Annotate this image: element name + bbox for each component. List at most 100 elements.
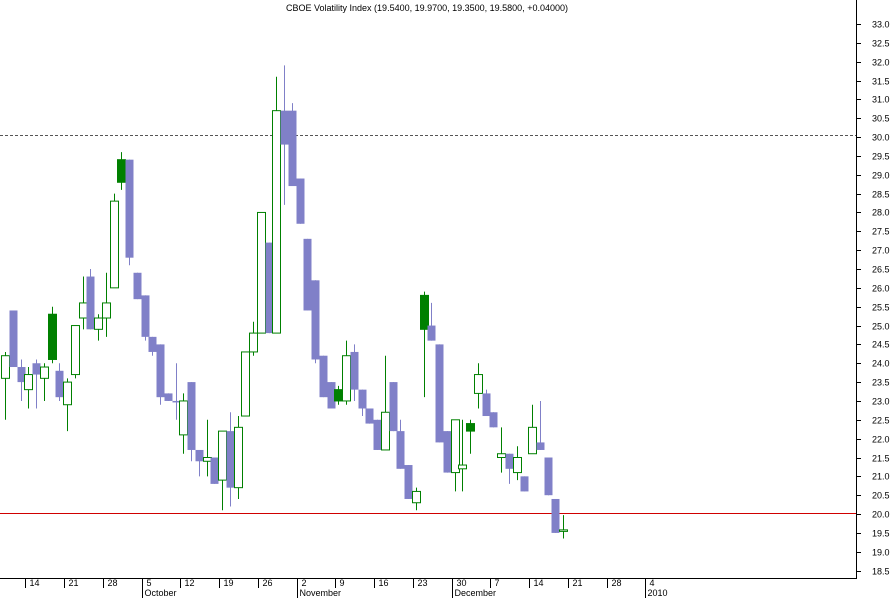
x-tick-label: 19 [224, 578, 234, 588]
candle [226, 412, 235, 507]
candle-body [443, 431, 452, 473]
candle-body [63, 381, 72, 406]
candle-body [24, 374, 33, 391]
candle [257, 211, 266, 334]
candle [48, 306, 57, 364]
candle [350, 344, 359, 401]
candle-body [249, 332, 258, 353]
candle [319, 355, 328, 398]
candle [412, 487, 421, 511]
candle-body [133, 272, 142, 300]
y-tick-label: 31.0 [872, 95, 890, 105]
y-tick-label: 24.0 [872, 359, 890, 369]
candle [482, 389, 491, 417]
x-tick-label: 2 [302, 578, 307, 588]
y-tick-label: 28.5 [872, 190, 890, 200]
candle-body [466, 423, 475, 432]
y-tick-label: 27.5 [872, 227, 890, 237]
month-label: October [145, 588, 177, 598]
x-tick-label: 12 [185, 578, 195, 588]
candle [474, 363, 483, 409]
x-tick-label: 23 [418, 578, 428, 588]
candle-body [334, 389, 343, 402]
candle [110, 193, 119, 289]
candle [86, 269, 95, 330]
candle-body [141, 295, 150, 337]
candle-body [40, 366, 49, 379]
candle [17, 359, 26, 401]
candle [187, 382, 196, 462]
candle [311, 280, 320, 364]
candle-body [164, 393, 173, 401]
candle [32, 359, 41, 409]
y-tick-label: 26.5 [872, 265, 890, 275]
candle-body [48, 313, 57, 360]
candle [451, 419, 460, 492]
candle [141, 295, 150, 341]
candle-body [327, 382, 336, 409]
x-tick-label: 16 [379, 578, 389, 588]
candle-body [458, 464, 467, 470]
candle-body [451, 419, 460, 474]
candle-body [559, 529, 568, 532]
candle [241, 351, 250, 417]
y-tick-label: 30.0 [872, 133, 890, 143]
candle-body [172, 400, 181, 403]
candle [71, 325, 80, 379]
candle-body [365, 408, 374, 424]
candle [133, 272, 142, 300]
candle [528, 404, 537, 455]
candle-body [551, 498, 560, 533]
y-tick-label: 19.0 [872, 548, 890, 558]
y-tick-label: 18.5 [872, 567, 890, 577]
candle [443, 431, 452, 473]
y-tick-label: 30.5 [872, 114, 890, 124]
candle-body [497, 453, 506, 459]
candle-body [234, 426, 243, 489]
candle [55, 363, 64, 401]
candle [458, 419, 467, 492]
x-tick-label: 26 [263, 578, 273, 588]
y-tick-label: 26.0 [872, 284, 890, 294]
candle-body [226, 431, 235, 488]
candle [195, 449, 204, 477]
candle-body [86, 276, 95, 330]
y-tick-label: 25.5 [872, 303, 890, 313]
candle [513, 446, 522, 481]
candle-body [404, 465, 413, 499]
candle [520, 476, 529, 492]
candle [63, 378, 72, 432]
candle [420, 291, 429, 398]
candle [373, 419, 382, 450]
y-tick-label: 20.0 [872, 510, 890, 520]
y-tick-label: 23.5 [872, 378, 890, 388]
candle [396, 419, 405, 469]
candle-body [420, 294, 429, 330]
candle-body [210, 457, 219, 484]
candle [466, 419, 475, 454]
candle [327, 382, 336, 409]
candle-body [311, 280, 320, 360]
candle-body [396, 431, 405, 469]
chart-title: CBOE Volatility Index (19.5400, 19.9700,… [286, 3, 568, 13]
candle [24, 367, 33, 409]
candles [1, 65, 568, 539]
candle-body [544, 457, 553, 496]
reference-lines [0, 135, 856, 514]
candle-body [272, 110, 281, 334]
y-tick-label: 29.0 [872, 171, 890, 181]
x-tick-label: 9 [340, 578, 345, 588]
candle-body [179, 400, 188, 436]
candle-body [9, 310, 18, 368]
candle [303, 238, 312, 311]
x-tick-label: 28 [108, 578, 118, 588]
candle [265, 242, 274, 334]
candle [40, 363, 49, 401]
y-tick-label: 22.5 [872, 416, 890, 426]
y-tick-label: 19.5 [872, 529, 890, 539]
candle [9, 310, 18, 368]
candle-body [79, 302, 88, 319]
candle-body [280, 110, 289, 145]
y-tick-label: 23.0 [872, 397, 890, 407]
